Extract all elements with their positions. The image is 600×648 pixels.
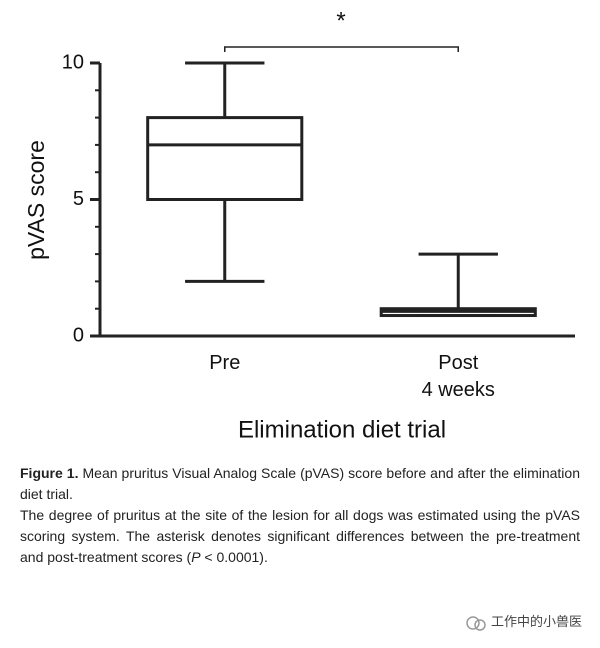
caption-body: The degree of pruritus at the site of th… [20, 505, 580, 568]
caption-title: Figure 1. Mean pruritus Visual Analog Sc… [20, 463, 580, 505]
caption-italic: P [191, 549, 201, 565]
watermark: 工作中的小兽医 [465, 611, 582, 631]
watermark-icon [466, 615, 487, 631]
caption-title-text: Mean pruritus Visual Analog Scale (pVAS)… [20, 465, 580, 502]
caption-text: The degree of pruritus at the site of th… [20, 507, 580, 565]
caption-text: < 0.0001). [200, 549, 268, 565]
x-tick-label: Post 4 weeks [421, 352, 495, 401]
significance-star: * [336, 7, 345, 34]
x-tick-label: Pre [209, 352, 241, 374]
x-axis-label: Elimination diet trial [238, 416, 446, 443]
y-axis-label: pVAS score [23, 140, 49, 260]
chart: pVAS score Elimination diet trial * 0 5 10 [23, 7, 575, 443]
box [146, 116, 304, 201]
y-tick-label: 5 [73, 188, 84, 210]
y-tick-label: 10 [62, 51, 84, 73]
y-tick-label: 0 [73, 324, 84, 346]
figure-label: Figure 1. [20, 465, 79, 481]
caption: Figure 1. Mean pruritus Visual Analog Sc… [20, 463, 580, 568]
significance-bracket [224, 46, 459, 52]
watermark-text: 工作中的小兽医 [490, 614, 582, 629]
